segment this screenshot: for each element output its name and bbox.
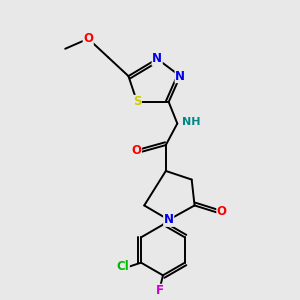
Text: N: N bbox=[164, 213, 174, 226]
Text: N: N bbox=[152, 52, 162, 65]
Text: O: O bbox=[83, 32, 93, 45]
Text: S: S bbox=[133, 95, 141, 109]
Text: O: O bbox=[217, 205, 227, 218]
Text: Cl: Cl bbox=[116, 260, 129, 274]
Text: N: N bbox=[175, 70, 185, 83]
Text: F: F bbox=[156, 284, 164, 297]
Text: NH: NH bbox=[182, 117, 201, 128]
Text: O: O bbox=[131, 144, 142, 157]
